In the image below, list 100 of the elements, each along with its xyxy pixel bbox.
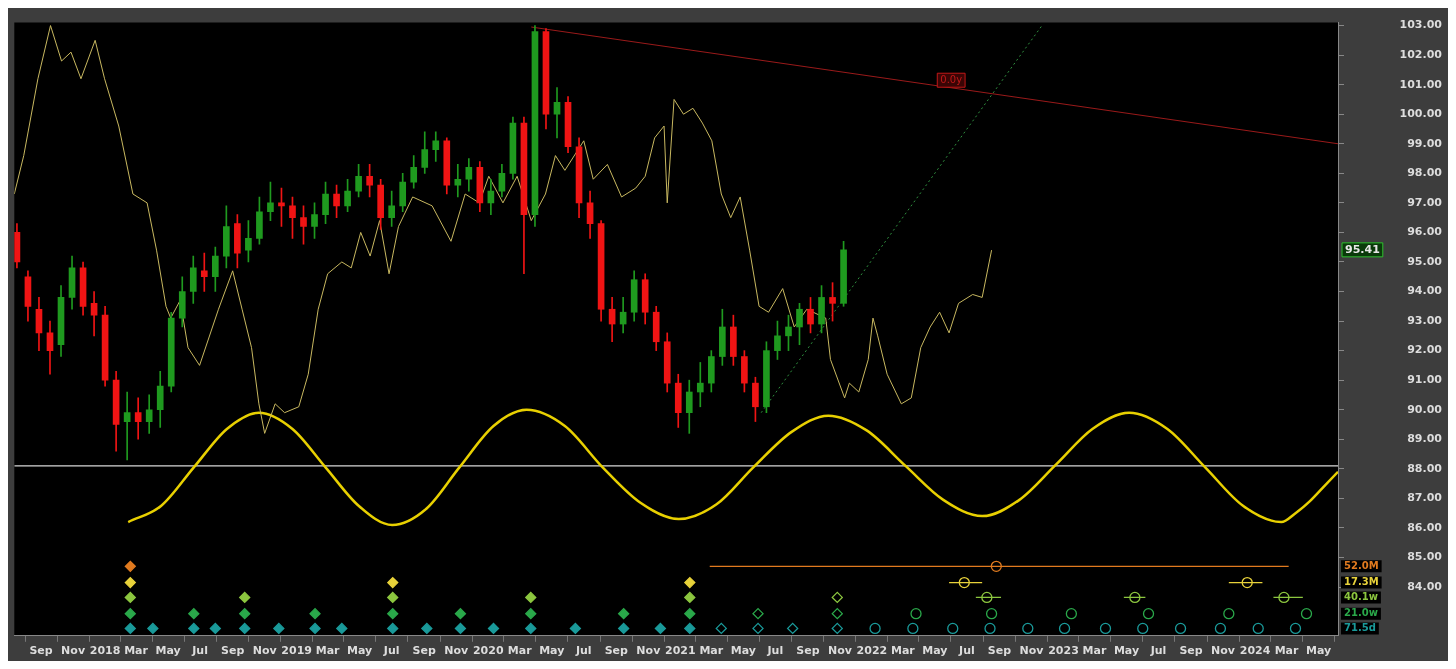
x-tick-label: Mar [315, 644, 341, 658]
point [1214, 622, 1227, 635]
text: 52.0M [1344, 559, 1379, 571]
point [1022, 622, 1034, 635]
point [715, 622, 727, 635]
point [454, 622, 467, 635]
point [387, 576, 399, 589]
point [239, 622, 251, 635]
x-tick-label: 2023 [1048, 644, 1079, 658]
y-tick-label: 98.00 [1407, 166, 1443, 180]
y-tick-label: 100.00 [1399, 107, 1443, 121]
point [1174, 622, 1187, 635]
point [387, 591, 399, 604]
line-series [126, 408, 1338, 527]
point [985, 607, 998, 620]
point [1129, 591, 1141, 604]
x-tick-label: Mar [1274, 644, 1300, 658]
y-tick-label: 92.00 [1407, 343, 1443, 357]
x-tick-label: 2021 [665, 644, 696, 658]
point [684, 591, 696, 604]
point [947, 622, 959, 635]
point [981, 591, 993, 604]
x-tick-label: Nov [827, 644, 853, 658]
text: 21.0w [1343, 607, 1378, 619]
point [910, 607, 922, 620]
x-tick-label: Nov [1019, 644, 1045, 658]
point [147, 622, 159, 635]
point [990, 560, 1002, 572]
y-tick-label: 95.00 [1407, 254, 1443, 268]
x-tick-label: Sep [221, 644, 245, 658]
y-tick-label: 85.00 [1407, 550, 1443, 564]
point [984, 622, 996, 635]
point [1300, 607, 1313, 620]
y-tick-label: 84.00 [1407, 579, 1443, 593]
text: 95.41 [1345, 242, 1380, 256]
x-tick-label: Mar [890, 644, 916, 658]
x-tick-label: Mar [124, 644, 149, 658]
annotation: 0.0y [940, 73, 963, 85]
point [831, 591, 843, 604]
x-tick-label: Sep [604, 644, 629, 658]
x-tick-label: May [1305, 644, 1332, 658]
point [124, 607, 136, 620]
x-tick-label: 2020 [472, 644, 504, 658]
point [188, 607, 200, 620]
y-tick-label: 87.00 [1407, 491, 1443, 505]
point [1065, 607, 1078, 620]
y-tick-label: 99.00 [1407, 136, 1443, 150]
point [421, 622, 433, 635]
point [1289, 622, 1302, 635]
y-tick-label: 91.00 [1407, 373, 1443, 387]
x-tick-label: Nov [61, 644, 86, 658]
point [618, 622, 630, 635]
point [525, 591, 537, 604]
y-tick-label: 102.00 [1399, 47, 1443, 61]
point [487, 622, 500, 635]
y-tick-label: 93.00 [1407, 313, 1443, 327]
x-tick-label: 2024 [1239, 644, 1271, 658]
point [1252, 622, 1264, 635]
text: 71.5d [1343, 622, 1376, 634]
point [958, 576, 970, 589]
point [752, 622, 764, 635]
x-tick-label: Jul [958, 644, 975, 658]
point [124, 622, 136, 635]
x-tick-label: 2019 [281, 644, 312, 658]
point [336, 622, 348, 635]
point [454, 607, 467, 620]
x-tick-label: May [1113, 644, 1140, 658]
point [654, 622, 667, 635]
point [273, 622, 285, 635]
point [1142, 607, 1155, 620]
x-tick-label: Jul [1149, 644, 1167, 658]
x-tick-label: May [155, 644, 181, 658]
x-tick-label: Sep [796, 644, 820, 658]
point [124, 576, 136, 589]
x-tick-label: Mar [1082, 644, 1107, 658]
x-tick-label: May [922, 644, 948, 658]
point [1223, 607, 1235, 620]
point [124, 560, 136, 572]
point [752, 607, 764, 620]
x-tick-label: Sep [412, 644, 436, 658]
point [387, 622, 399, 635]
point [188, 622, 200, 635]
text: 40.1w [1343, 590, 1378, 602]
text: 17.3M [1344, 576, 1379, 588]
point [309, 607, 321, 620]
point [525, 607, 537, 620]
point [618, 607, 630, 620]
y-tick-label: 96.00 [1407, 225, 1443, 239]
x-tick-label: Nov [252, 644, 278, 658]
point [239, 607, 251, 620]
y-tick-label: 90.00 [1407, 402, 1443, 416]
x-tick-label: May [730, 644, 756, 658]
x-tick-label: Nov [1211, 644, 1236, 658]
x-tick-label: May [347, 644, 373, 658]
point [869, 622, 881, 635]
point [831, 622, 843, 635]
x-tick-label: Nov [444, 644, 470, 658]
point [1058, 622, 1071, 635]
x-tick-label: Sep [987, 644, 1012, 658]
x-tick-label: 2018 [89, 644, 121, 658]
